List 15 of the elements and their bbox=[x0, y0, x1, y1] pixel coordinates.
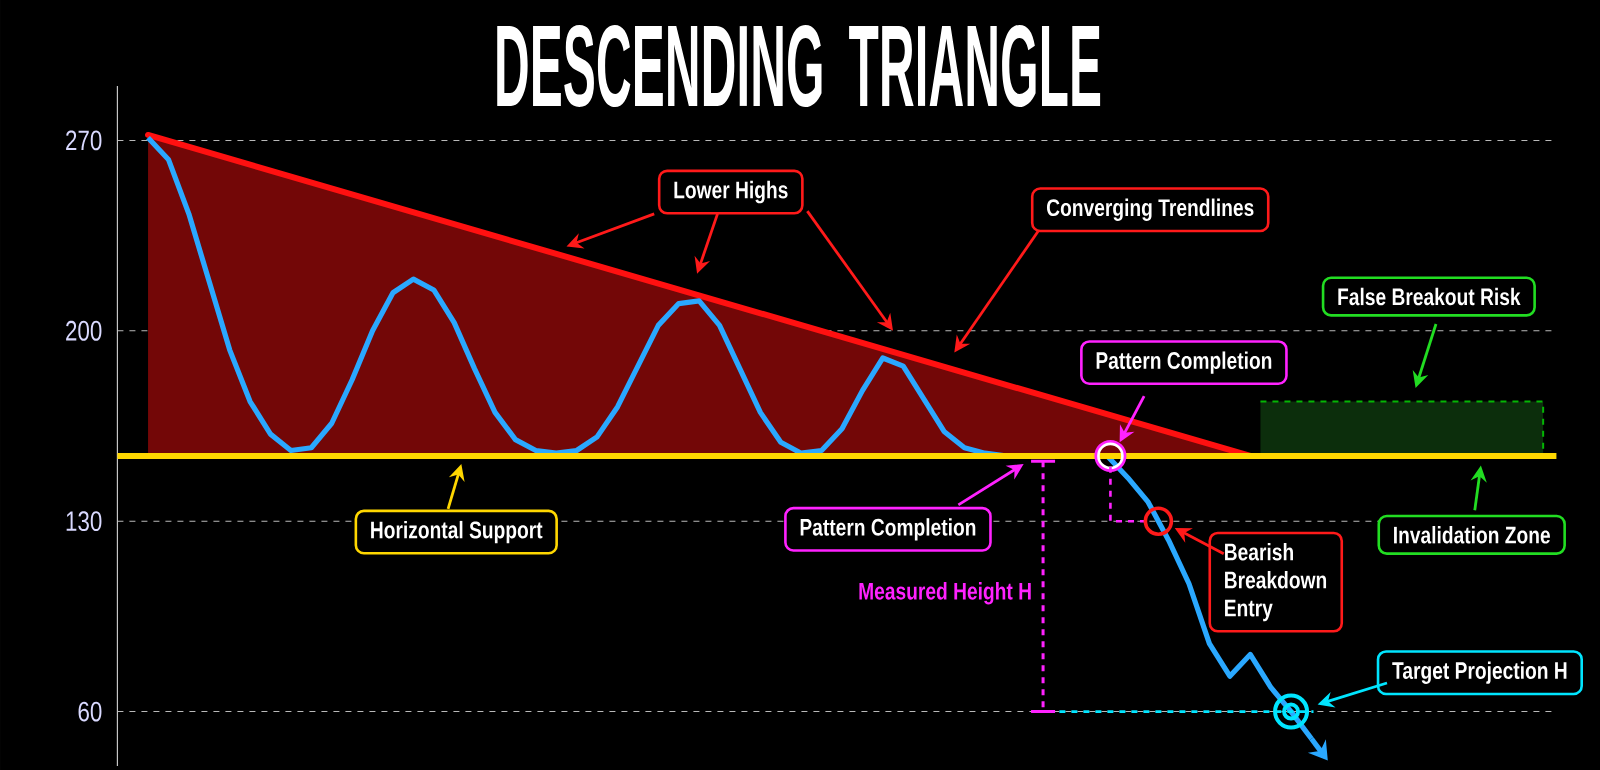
legend-label: Horizontal Support bbox=[371, 520, 543, 544]
annotation: Bearish Breakdown Entry bbox=[1225, 542, 1327, 622]
annotation: Measured Height H bbox=[859, 582, 1031, 605]
text: Target Projection H bbox=[1392, 661, 1567, 684]
y-tick-label: 270 bbox=[66, 130, 102, 151]
y-tick-label: 60 bbox=[78, 701, 102, 722]
text: Invalidation Zone bbox=[1394, 525, 1550, 544]
annotation: Lower Highs bbox=[674, 180, 788, 204]
chart-title: DESCENDING TRIANGLE bbox=[497, 24, 1101, 108]
y-tick-label: 130 bbox=[66, 511, 102, 532]
annotation: Converging Trendlines bbox=[1046, 198, 1254, 221]
annotation: Pattern Completion bbox=[1096, 351, 1272, 374]
annotation: Pattern Completion bbox=[800, 518, 976, 541]
y-tick-label: 200 bbox=[66, 320, 102, 341]
annotation: False Breakout Risk bbox=[1338, 287, 1521, 306]
